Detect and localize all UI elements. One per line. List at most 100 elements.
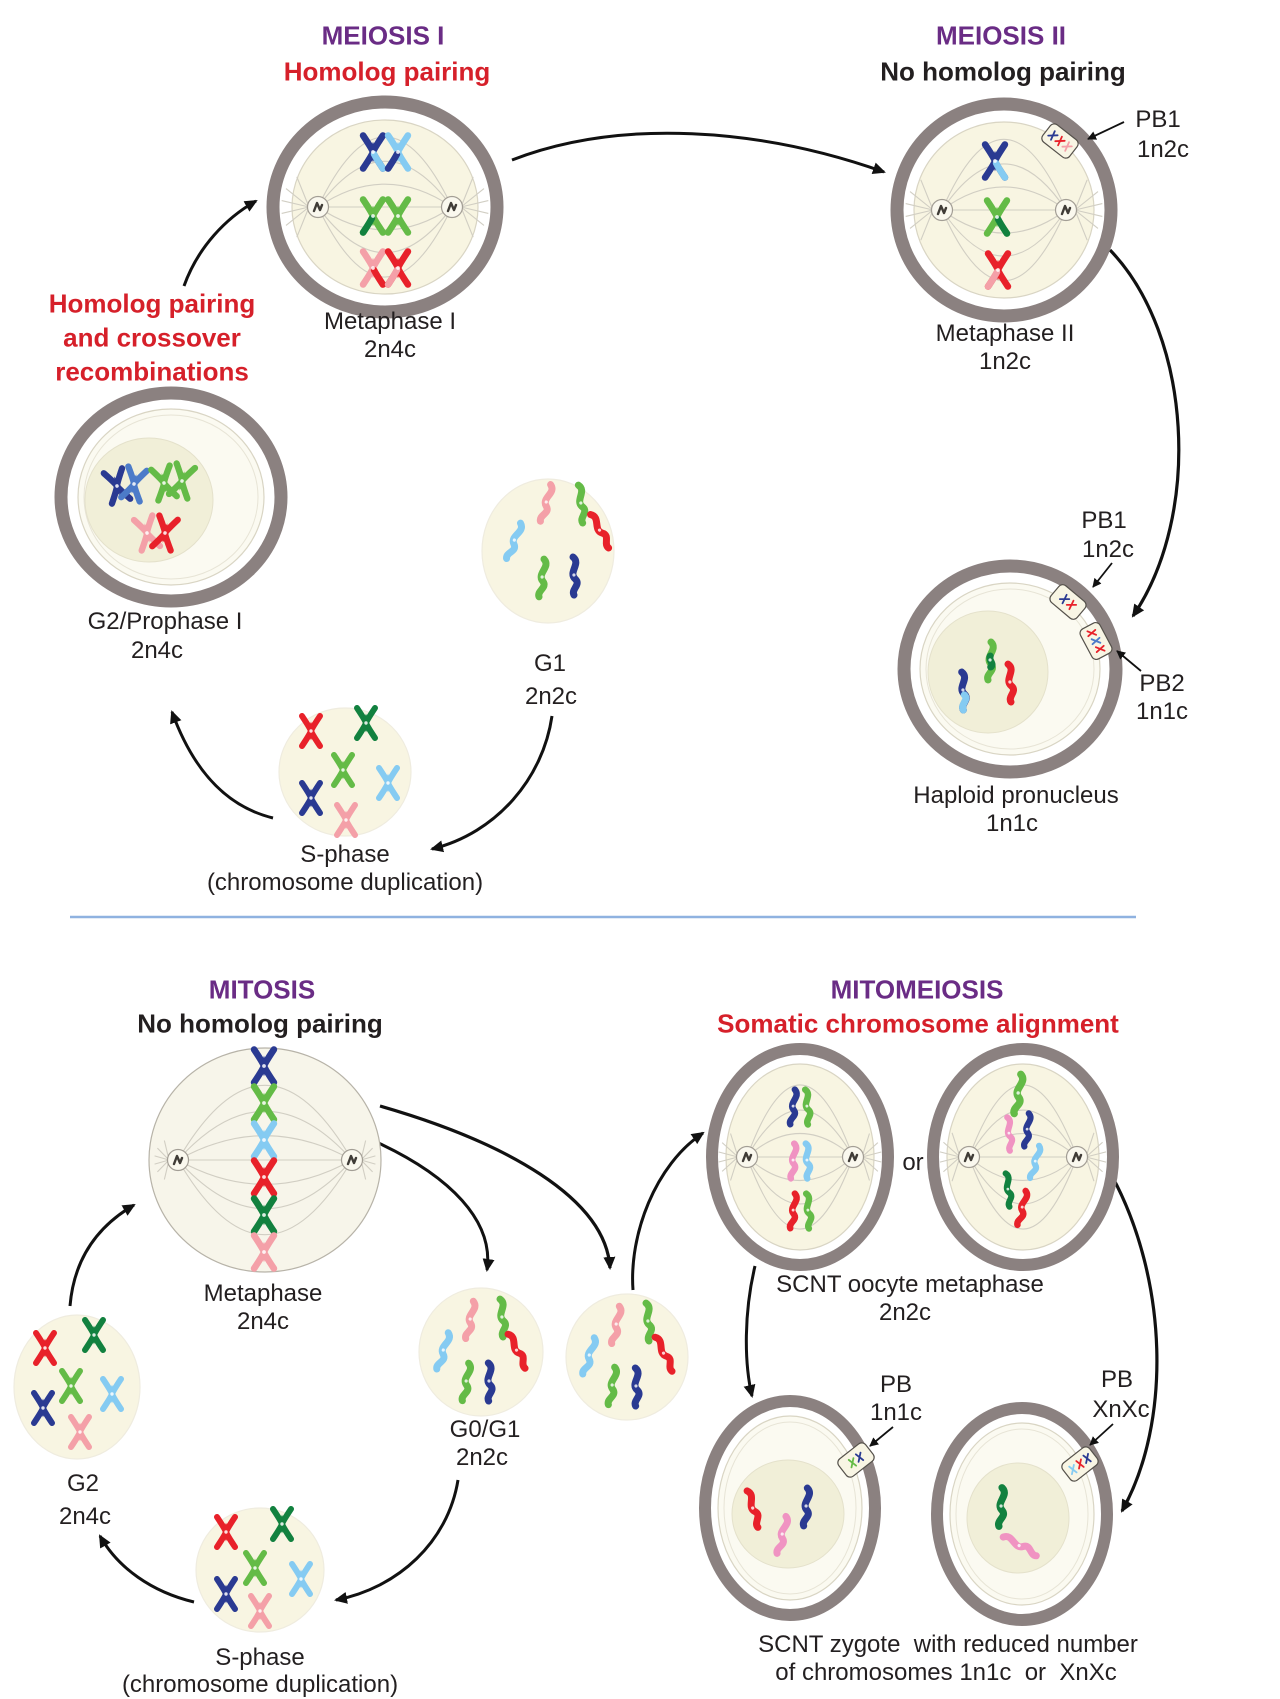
polar-body: [1041, 123, 1079, 159]
flow-arrow-1: [511, 131, 886, 174]
chromosome-green: [983, 197, 1011, 237]
crossover-note-line2: and crossover: [63, 322, 241, 353]
chromosome-pink: [250, 1232, 278, 1272]
chromosome-darkblue: [359, 132, 387, 172]
g2-label: G2: [66, 1469, 100, 1497]
chromosome-pink2: [773, 1512, 791, 1557]
polar-body: [837, 1442, 875, 1478]
chromosome-green: [243, 1550, 267, 1586]
cell-mitosis-metaphase: [148, 1046, 382, 1273]
chromosome-darkblue: [31, 1390, 55, 1426]
cell-scnt-oocyte-aligned: [706, 1043, 894, 1271]
chromosome-darkblue: [484, 1359, 496, 1405]
flow-arrow-9: [379, 1104, 616, 1270]
mitosis-subtitle: No homolog pairing: [137, 1008, 383, 1039]
g2-prophase-ploidy: 2n4c: [130, 636, 184, 664]
arrow-layer: [68, 131, 1181, 1604]
nucleus: [84, 437, 214, 563]
chromosome-green: [496, 1295, 509, 1341]
chromosome-darkblue: [981, 141, 1009, 181]
pb1-label: PB1: [1135, 105, 1181, 133]
cell-scnt-zygote-1n1c: [699, 1395, 881, 1621]
zygote-caption-line2: of chromosomes 1n1c or XnXc: [775, 1658, 1117, 1686]
chromosome-green: [574, 481, 589, 527]
chromosome-darkblue: [569, 553, 581, 599]
cell-g0-g1: [418, 1287, 544, 1417]
cell-s-phase-meiosis: [278, 705, 412, 838]
cell-metaphase-i: [266, 95, 504, 319]
metaphase1-label: Metaphase I: [323, 307, 457, 335]
pointer-arrow-1: [1087, 121, 1125, 140]
chromosome-red: [651, 1333, 676, 1375]
centrosome-icon: [841, 1145, 865, 1169]
cell-scnt-zygote-xnxc: [931, 1402, 1113, 1626]
chromosome-green: [59, 1368, 83, 1404]
mitomeiosis-title: MITOMEIOSIS: [830, 974, 1004, 1005]
haploid-pb2-label: PB2: [1139, 669, 1185, 697]
cells-layer: [13, 95, 1123, 1633]
chromosome-green: [604, 1363, 620, 1409]
zygote-pb-right-label: PB: [1100, 1365, 1134, 1393]
pointer-arrow-2: [1092, 562, 1113, 588]
chromosome-green: [1010, 1070, 1027, 1118]
mitosis-title: MITOSIS: [208, 974, 316, 1005]
g1-label: G1: [533, 649, 567, 677]
chromosome-green: [165, 460, 199, 502]
flow-arrow-5: [430, 715, 554, 853]
metaphase1-ploidy: 2n4c: [363, 335, 417, 363]
polar-body: [1079, 621, 1113, 661]
chromosome-pink: [334, 802, 358, 838]
flow-arrow-6: [68, 1203, 136, 1307]
chromosome-pink2: [787, 1140, 800, 1182]
centrosome-icon: [1054, 198, 1078, 222]
g0g1-label: G0/G1: [449, 1415, 521, 1443]
centrosome-icon: [166, 1148, 190, 1172]
centrosome-icon: [340, 1148, 364, 1172]
chromosome-green: [642, 1299, 655, 1345]
cytoplasm: [565, 1293, 689, 1421]
chromosome-green: [250, 1083, 278, 1123]
chromosome-darkblue: [799, 1484, 813, 1530]
zygote-pb-left-label: PB: [879, 1370, 913, 1398]
sphase-meiosis-label: S-phase: [300, 840, 390, 868]
flow-arrow-3: [182, 199, 258, 287]
chromosome-blue2: [118, 463, 150, 505]
flow-arrow-4: [170, 710, 274, 820]
zygote-pb-right-ploidy: XnXc: [1092, 1395, 1150, 1423]
haploid-pb1-label: PB1: [1081, 506, 1127, 534]
pointer-arrow-3: [1116, 650, 1142, 672]
haploid-label: Haploid pronucleus: [913, 781, 1119, 809]
pointer-arrow-5: [1089, 1423, 1114, 1446]
cell-g2-prophase-i: [54, 386, 288, 608]
centrosome-icon: [306, 195, 330, 219]
chromosome-pink2: [1004, 1114, 1016, 1154]
haploid-pb1-ploidy: 1n2c: [1081, 535, 1135, 563]
flow-arrow-12: [743, 1265, 757, 1398]
flow-arrow-11: [631, 1131, 705, 1291]
chromosome-red: [786, 1190, 800, 1232]
chromosome-red: [149, 512, 181, 554]
cell-somatic-donor: [565, 1293, 689, 1421]
scnt-oocyte-ploidy: 2n2c: [878, 1298, 932, 1326]
centrosome-icon: [440, 195, 464, 219]
flow-arrow-7: [98, 1534, 195, 1604]
meiosis2-subtitle: No homolog pairing: [880, 56, 1126, 87]
nucleus: [966, 1462, 1070, 1574]
chromosome-pink: [248, 1593, 272, 1629]
centrosome-icon: [930, 198, 954, 222]
chromosome-pink: [536, 481, 556, 525]
chromosome-darkblue: [1021, 1110, 1034, 1150]
cell-g2: [13, 1314, 141, 1460]
centrosome-icon: [1065, 1145, 1089, 1169]
centrosome-icon: [735, 1145, 759, 1169]
chromosome-green: [801, 1086, 814, 1128]
chromosome-green: [984, 638, 997, 684]
metaphase2-label: Metaphase II: [935, 319, 1075, 347]
zygote-caption-line1: SCNT zygote with reduced number: [758, 1630, 1138, 1658]
g0g1-ploidy: 2n2c: [455, 1443, 509, 1471]
chromosome-pink: [68, 1414, 92, 1450]
flow-arrow-10: [371, 1138, 495, 1272]
chromosome-darkgreen: [995, 1484, 1008, 1530]
